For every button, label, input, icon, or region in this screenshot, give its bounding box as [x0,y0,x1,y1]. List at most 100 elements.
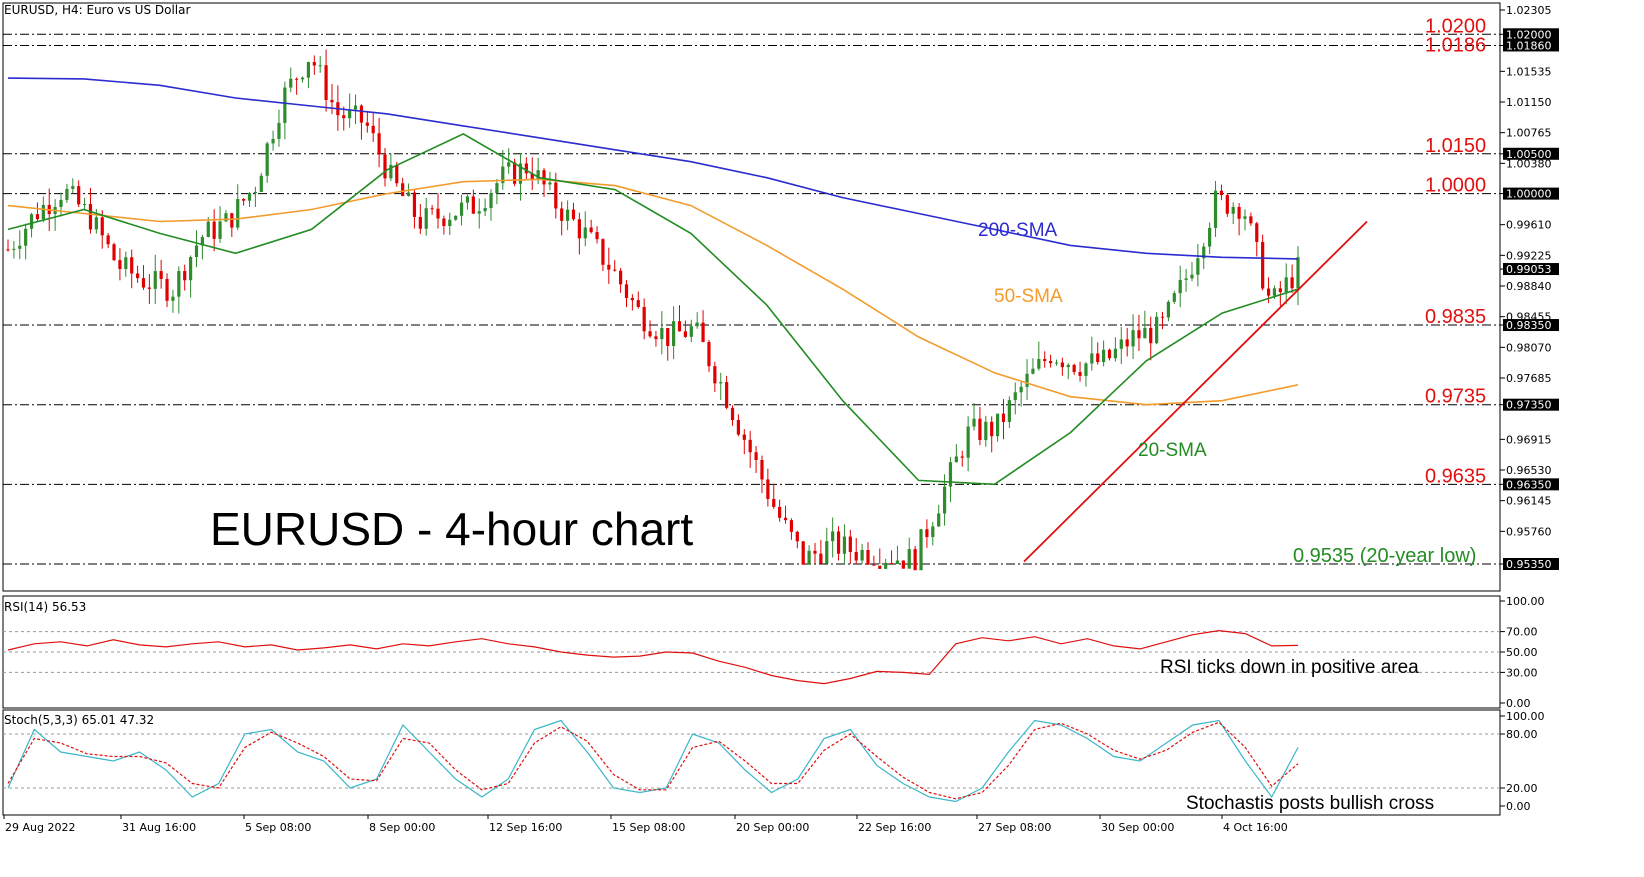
candle-body [501,166,505,184]
candle-body [919,529,923,571]
candle-body [259,175,263,192]
candle-body [972,418,976,427]
candle-body [1249,216,1253,224]
candle-body [1072,364,1076,373]
stoch-tick-label: 20.00 [1506,782,1538,795]
level-price-tag-label: 0.96350 [1506,478,1552,491]
stoch-tick-label: 80.00 [1506,728,1538,741]
level-price-tag-label: 0.98350 [1506,319,1552,332]
candle-body [719,382,723,384]
candle-body [518,163,523,184]
candle-body [77,186,81,205]
level-label: 1.0150 [1425,135,1486,157]
candle-body [59,199,63,207]
candle-body [330,99,334,103]
sma200-annotation: 200-SMA [978,220,1058,241]
y-tick-label: 0.99610 [1506,219,1552,232]
candle-body [29,214,34,229]
candle-body [1202,246,1206,259]
candle-body [1208,227,1212,247]
level-label: 0.9635 [1425,465,1486,487]
y-tick-label: 0.99225 [1506,249,1552,262]
candle-body [1278,288,1282,293]
candle-body [754,452,758,461]
candle-body [212,221,216,239]
stoch-tick-label: 0.00 [1506,800,1531,813]
candle-body [512,162,517,184]
x-tick-label: 12 Sep 16:00 [489,821,562,834]
candle-body [1231,206,1235,214]
candle-body [760,460,764,480]
candle-body [683,331,687,337]
candle-body [18,245,22,249]
y-tick-label: 1.01535 [1506,65,1552,78]
level-price-tag [1503,28,1559,41]
sma-line-50-sma [7,178,1299,406]
candle-body [1078,372,1082,376]
candle-body [831,531,835,542]
candle-body [571,209,576,220]
candle-body [1031,368,1035,374]
candle-body [1096,353,1100,363]
last-price-label: 0.99053 [1506,263,1552,276]
candle-body [813,550,817,554]
rsi-annotation: RSI ticks down in positive area [1160,657,1419,678]
candle-body [1131,330,1135,347]
level-price-tag [1503,319,1559,332]
candle-body [536,170,540,180]
candle-body [348,109,352,119]
candle-body [548,182,552,185]
candle-body [713,366,717,384]
x-tick-label: 15 Sep 08:00 [612,821,685,834]
y-tick-label: 0.97685 [1506,372,1552,385]
candle-body [1225,195,1229,214]
x-tick-label: 29 Aug 2022 [5,821,75,834]
candle-body [925,529,929,538]
candle-body [371,125,375,134]
candle-body [218,221,222,239]
rsi-line [7,629,1299,685]
chart-title: EURUSD - 4-hour chart [210,503,694,555]
candle-body [1025,373,1029,387]
x-tick-label: 31 Aug 16:00 [122,821,196,834]
y-tick-label: 0.96915 [1506,433,1552,446]
candle-body [560,208,564,221]
candle-body [895,560,900,565]
rsi-tick-label: 100.00 [1506,595,1545,608]
candle-body [1013,392,1017,401]
stoch-frame [2,709,1501,816]
candle-body [654,336,658,340]
candle-body [318,65,322,67]
candle-body [277,122,281,139]
candle-body [1266,288,1271,296]
candle-body [589,227,593,233]
candle-body [1119,339,1123,349]
candle-body [242,199,246,201]
candle-body [860,550,864,561]
candle-body [383,154,387,179]
symbol-info: EURUSD, H4: Euro vs US Dollar [4,3,191,17]
candle-body [489,193,493,208]
candle-body [789,520,794,532]
candle-body [1060,362,1064,368]
candle-body [418,216,422,229]
candle-body [1107,349,1112,359]
time-axis: 29 Aug 2022 31 Aug 16:00 5 Sep 08:00 8 Sep … [3,815,1288,834]
candle-body [141,278,146,288]
rsi-tick-label: 30.00 [1506,666,1538,679]
candle-body [1160,316,1165,318]
candle-body [966,426,970,458]
candle-body [725,382,729,408]
candle-body [1184,278,1188,280]
level-label: 0.9535 (20-year low) [1293,545,1476,567]
candle-body [365,122,369,126]
level-price-tag [1503,39,1559,52]
candle-body [730,407,735,421]
x-tick-label: 5 Sep 08:00 [245,821,311,834]
x-tick-label: 4 Oct 16:00 [1223,821,1288,834]
candle-body [577,219,581,239]
candle-body [165,278,169,301]
stoch-tick-label: 100.00 [1506,710,1545,723]
candle-body [807,550,811,565]
candle-body [289,78,293,88]
